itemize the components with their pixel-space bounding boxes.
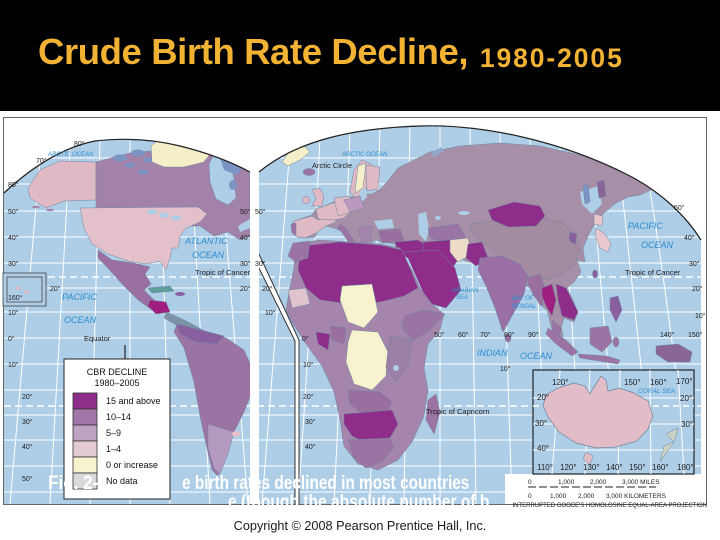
svg-text:3,000 MILES: 3,000 MILES [622,479,660,486]
svg-text:Arctic Circle: Arctic Circle [312,161,352,170]
svg-text:10–14: 10–14 [106,412,131,422]
svg-text:70°: 70° [36,157,47,165]
svg-text:10°: 10° [8,361,19,369]
svg-text:40°: 40° [8,234,19,242]
svg-text:0 or increase: 0 or increase [106,460,158,470]
svg-text:150°: 150° [629,463,646,472]
svg-text:120°: 120° [552,378,569,387]
svg-text:20°: 20° [680,394,692,403]
svg-text:150°: 150° [624,378,641,387]
svg-text:CBR DECLINE: CBR DECLINE [87,367,148,377]
svg-text:80°: 80° [74,140,85,148]
svg-text:160°: 160° [650,378,667,387]
svg-text:20°: 20° [50,285,61,293]
svg-text:20°: 20° [303,393,314,401]
svg-text:110°: 110° [537,463,553,472]
svg-text:10°: 10° [8,309,19,317]
svg-text:150°: 150° [688,331,703,339]
svg-text:20°: 20° [22,393,33,401]
svg-text:Tropic of Cancer: Tropic of Cancer [625,268,681,277]
svg-text:BAY OF: BAY OF [512,296,534,302]
svg-text:70°: 70° [480,331,491,339]
svg-text:1,000: 1,000 [550,493,567,500]
svg-text:0°: 0° [302,335,309,343]
svg-text:30°: 30° [8,260,19,268]
svg-text:50°: 50° [674,204,685,212]
svg-text:140°: 140° [660,331,675,339]
svg-text:INDIAN: INDIAN [477,348,508,358]
svg-text:Tropic of Capricorn: Tropic of Capricorn [426,407,490,416]
svg-text:ARCTIC OCEAN: ARCTIC OCEAN [47,152,94,158]
svg-text:40°: 40° [240,234,251,242]
svg-text:15 and above: 15 and above [106,396,161,406]
svg-text:30°: 30° [689,260,700,268]
svg-text:2,000: 2,000 [578,493,595,500]
svg-text:20°: 20° [692,285,703,293]
svg-text:1–4: 1–4 [106,444,121,454]
svg-text:1980–2005: 1980–2005 [94,378,139,388]
svg-text:0: 0 [528,479,532,486]
svg-text:CORAL SEA: CORAL SEA [638,388,675,395]
svg-text:5–9: 5–9 [106,428,121,438]
svg-text:Equator: Equator [84,334,111,343]
svg-text:2,000: 2,000 [590,479,607,486]
svg-text:30°: 30° [255,260,266,268]
svg-text:80°: 80° [504,331,515,339]
svg-text:0: 0 [528,493,532,500]
svg-text:10°: 10° [695,312,706,320]
svg-text:PACIFIC: PACIFIC [628,221,663,231]
svg-text:60°: 60° [458,331,469,339]
svg-text:20°: 20° [537,393,549,402]
svg-text:40°: 40° [684,234,695,242]
svg-text:50°: 50° [434,331,445,339]
svg-text:160°: 160° [8,294,23,302]
svg-text:SEA: SEA [456,295,468,301]
svg-text:OCEAN: OCEAN [192,250,225,260]
svg-text:30°: 30° [535,419,547,428]
svg-text:ATLANTIC: ATLANTIC [184,236,228,246]
svg-text:3,000 KILOMETERS: 3,000 KILOMETERS [606,493,667,500]
svg-text:50°: 50° [8,208,19,216]
svg-text:40°: 40° [305,443,316,451]
svg-text:10°: 10° [303,361,314,369]
svg-text:40°: 40° [537,444,549,453]
svg-text:ARCTIC OCEAN: ARCTIC OCEAN [341,152,388,158]
svg-text:Tropic of Cancer: Tropic of Cancer [195,268,251,277]
svg-text:40°: 40° [22,443,33,451]
svg-text:1,000: 1,000 [558,479,575,486]
svg-text:OCEAN: OCEAN [64,315,97,325]
svg-text:20°: 20° [262,285,273,293]
svg-text:0°: 0° [8,335,15,343]
svg-text:80°: 80° [8,181,19,189]
svg-text:170°: 170° [676,377,693,386]
svg-text:INTERRUPTED GOODE'S HOMOLOSINE: INTERRUPTED GOODE'S HOMOLOSINE EQUAL-ARE… [512,503,707,509]
svg-text:10°: 10° [500,365,511,373]
svg-text:120°: 120° [560,463,577,472]
svg-text:BENGAL: BENGAL [512,304,536,310]
svg-text:PACIFIC: PACIFIC [62,292,97,302]
svg-text:180°: 180° [677,463,694,472]
svg-text:30°: 30° [240,260,251,268]
svg-text:90°: 90° [528,331,539,339]
svg-text:ARABIAN: ARABIAN [451,288,479,294]
svg-text:50°: 50° [255,208,266,216]
svg-text:OCEAN: OCEAN [520,351,553,361]
svg-text:20°: 20° [240,285,251,293]
svg-text:50°: 50° [240,208,251,216]
svg-text:160°: 160° [652,463,669,472]
svg-text:30°: 30° [22,418,33,426]
svg-text:30°: 30° [681,420,693,429]
svg-text:No data: No data [106,476,138,486]
svg-text:140°: 140° [606,463,623,472]
svg-text:OCEAN: OCEAN [641,240,674,250]
svg-text:30°: 30° [305,418,316,426]
svg-text:130°: 130° [583,463,600,472]
svg-text:50°: 50° [22,475,33,483]
svg-text:10°: 10° [265,309,276,317]
